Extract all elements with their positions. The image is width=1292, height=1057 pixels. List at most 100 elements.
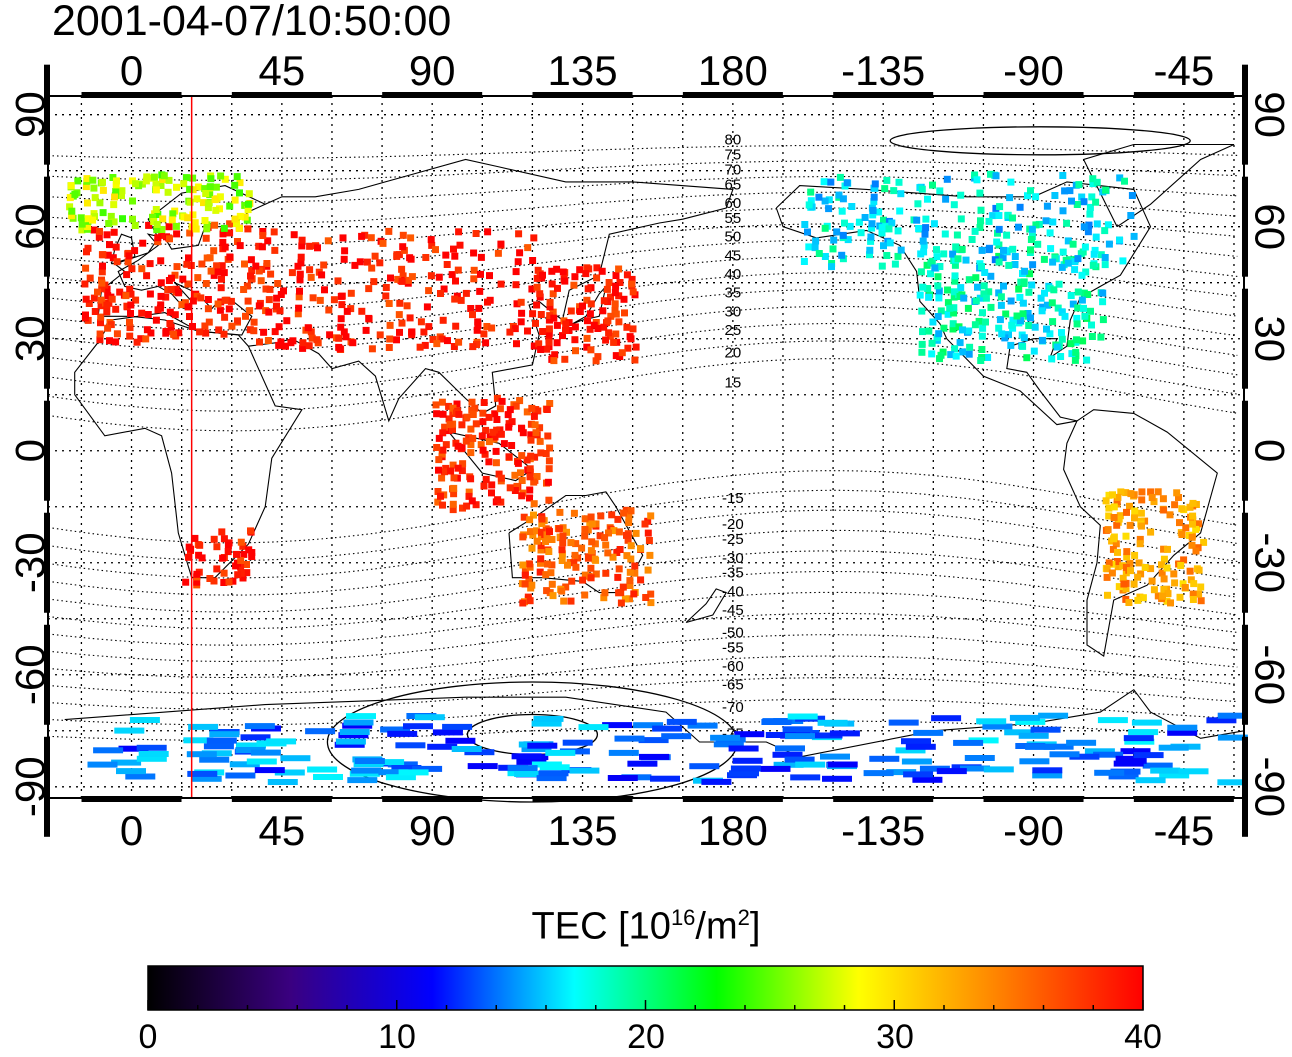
lat-tick-right: -30 xyxy=(1247,532,1292,593)
tec-cell xyxy=(337,323,345,331)
tec-cell xyxy=(398,265,406,273)
tec-cell xyxy=(180,213,188,221)
tec-cell xyxy=(399,243,407,251)
tec-cell xyxy=(201,185,209,193)
tec-cell xyxy=(1123,735,1154,742)
tec-cell xyxy=(994,229,1001,237)
top-frame-bar xyxy=(231,92,332,98)
tec-cell xyxy=(588,520,596,528)
tec-cell xyxy=(1049,258,1057,266)
tec-cell xyxy=(895,747,926,754)
tec-cell xyxy=(103,285,111,293)
tec-cell xyxy=(1068,350,1076,358)
tec-cell xyxy=(1150,498,1158,506)
tec-cell xyxy=(953,739,984,746)
tec-cell xyxy=(543,587,551,595)
tec-cell xyxy=(1019,310,1027,318)
tec-cell xyxy=(537,559,544,567)
tec-cell xyxy=(452,322,460,330)
tec-cell xyxy=(890,187,898,195)
tec-cell xyxy=(982,723,1013,730)
tec-cell xyxy=(985,217,993,225)
tec-cell xyxy=(1131,507,1139,515)
tec-cell xyxy=(533,537,541,545)
tec-cell xyxy=(1093,220,1101,228)
tec-cell xyxy=(950,288,958,296)
tec-cell xyxy=(838,207,846,215)
tec-cell xyxy=(182,174,190,182)
left-frame-bar xyxy=(44,176,50,277)
tec-cell xyxy=(199,756,230,763)
lat-tick-right: 60 xyxy=(1247,203,1292,250)
tec-cell xyxy=(406,254,414,262)
tec-cell xyxy=(295,304,303,312)
tec-cell xyxy=(395,311,403,319)
tec-cell xyxy=(928,339,936,347)
tec-cell xyxy=(527,420,535,428)
tec-cell xyxy=(839,231,847,239)
tec-cell xyxy=(526,473,534,481)
tec-cell xyxy=(246,307,254,315)
tec-cell xyxy=(1067,340,1075,348)
tec-cell xyxy=(126,318,133,326)
tec-cell xyxy=(866,246,874,254)
tec-cell xyxy=(1091,246,1099,254)
tec-cell xyxy=(450,490,458,498)
tec-cell xyxy=(506,328,514,336)
tec-cell xyxy=(863,770,894,777)
tec-cell xyxy=(1059,172,1067,179)
tec-cell xyxy=(1053,343,1061,351)
tec-cell xyxy=(820,753,850,760)
tec-cell xyxy=(433,444,441,451)
bottom-frame-bar xyxy=(833,796,934,802)
tec-cell xyxy=(443,261,451,268)
tec-cell xyxy=(84,199,91,207)
tec-cell xyxy=(274,769,305,776)
tec-cell xyxy=(107,212,115,220)
tec-cell xyxy=(125,773,156,780)
tec-cell xyxy=(99,251,107,259)
tec-cell xyxy=(866,251,873,259)
contour-dotted xyxy=(47,470,1238,544)
tec-cell xyxy=(488,489,495,497)
tec-cell xyxy=(1027,187,1034,195)
tec-cell xyxy=(1186,503,1194,511)
tec-cell xyxy=(91,308,99,315)
tec-cell xyxy=(452,277,459,285)
tec-cell xyxy=(1127,490,1135,498)
tec-cell xyxy=(168,216,176,224)
tec-cell xyxy=(233,550,240,558)
tec-cell xyxy=(165,223,173,231)
colorbar-tick-0: 0 xyxy=(138,1018,158,1056)
tec-cell xyxy=(518,424,525,432)
tec-cell xyxy=(614,735,645,742)
tec-cell xyxy=(934,313,942,320)
tec-cell xyxy=(462,437,470,445)
tec-cell xyxy=(562,739,593,746)
tec-cell xyxy=(689,763,720,770)
tec-cell xyxy=(568,577,576,585)
tec-cell xyxy=(1127,567,1134,575)
tec-cell xyxy=(617,599,625,607)
contour-dotted xyxy=(47,489,1238,562)
tec-cell xyxy=(179,275,187,283)
tec-cell xyxy=(919,237,927,245)
tec-cell xyxy=(615,565,623,573)
tec-cell xyxy=(483,323,491,330)
tec-cell xyxy=(187,770,218,777)
tec-cell xyxy=(224,548,232,556)
frame-ticks xyxy=(44,64,1248,837)
tec-cell xyxy=(572,540,580,548)
tec-cell xyxy=(581,532,589,540)
tec-cell xyxy=(252,262,260,270)
tec-cell xyxy=(571,323,579,331)
tec-cell xyxy=(77,214,85,222)
tec-cell xyxy=(273,294,281,302)
graticule xyxy=(48,96,1244,798)
tec-cell xyxy=(404,276,412,284)
tec-cell xyxy=(337,315,345,323)
tec-cell xyxy=(598,267,606,275)
tec-cell xyxy=(978,246,986,254)
tec-cell xyxy=(996,316,1004,324)
tec-cell xyxy=(544,560,551,568)
